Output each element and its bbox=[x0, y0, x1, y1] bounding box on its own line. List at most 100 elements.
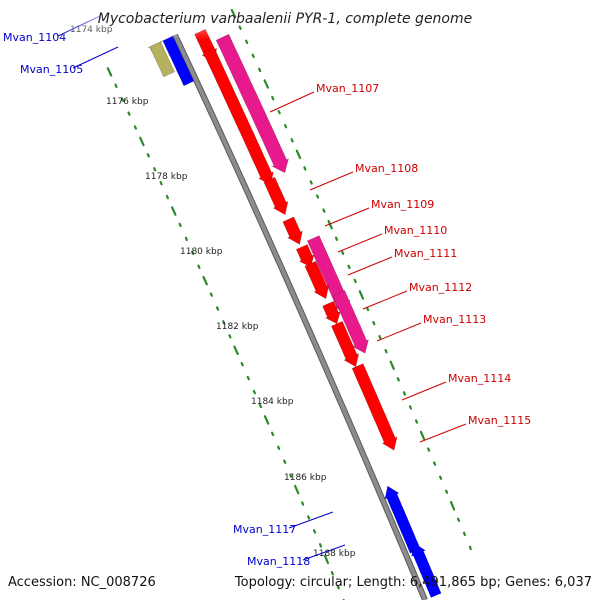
minor-tick bbox=[120, 97, 125, 102]
gene-label[interactable]: Mvan_1110 bbox=[384, 224, 447, 237]
major-tick bbox=[263, 79, 269, 89]
major-tick bbox=[294, 484, 300, 495]
major-tick bbox=[449, 501, 456, 511]
minor-tick bbox=[290, 138, 294, 143]
minor-tick bbox=[277, 445, 281, 450]
minor-tick bbox=[462, 531, 466, 537]
minor-tick bbox=[427, 447, 431, 452]
tick-label: 1178 kbp bbox=[145, 172, 188, 182]
leader-line bbox=[324, 207, 370, 227]
gene-label[interactable]: Mvan_1108 bbox=[355, 162, 418, 175]
gene-label[interactable]: Mvan_1107 bbox=[316, 82, 379, 95]
minor-tick bbox=[366, 306, 370, 312]
leader-line bbox=[302, 544, 346, 561]
gene-label[interactable]: Mvan_1104 bbox=[3, 31, 66, 44]
leader-line bbox=[288, 511, 334, 529]
minor-tick bbox=[313, 529, 317, 534]
major-tick bbox=[358, 290, 365, 300]
minor-tick bbox=[378, 335, 382, 340]
leader-line bbox=[401, 381, 447, 401]
major-tick bbox=[139, 136, 145, 147]
gene-label[interactable]: Mvan_1117 bbox=[233, 523, 296, 536]
minor-tick bbox=[251, 53, 255, 59]
minor-tick bbox=[216, 306, 220, 311]
gene-label[interactable]: Mvan_1113 bbox=[423, 313, 486, 326]
gene-label[interactable]: Mvan_1111 bbox=[394, 247, 457, 260]
major-tick bbox=[171, 206, 177, 216]
minor-tick bbox=[334, 236, 338, 241]
minor-tick bbox=[341, 250, 345, 255]
leader-line bbox=[362, 290, 408, 310]
leader-line bbox=[337, 233, 383, 253]
leader-line bbox=[419, 423, 467, 443]
minor-tick bbox=[191, 250, 195, 255]
gene-label[interactable]: Mvan_1118 bbox=[247, 555, 310, 568]
tick-label: 1186 kbp bbox=[284, 473, 327, 483]
gene-label[interactable]: Mvan_1109 bbox=[371, 198, 434, 211]
gene-mvan-1105-arrow bbox=[160, 34, 195, 87]
minor-tick bbox=[133, 125, 137, 130]
gene-mvan-1107-arrow bbox=[202, 46, 274, 186]
minor-tick bbox=[197, 264, 201, 269]
gene-label[interactable]: Mvan_1112 bbox=[409, 281, 472, 294]
gene-mvan-1113b-arrow bbox=[332, 290, 369, 354]
minor-tick bbox=[318, 543, 323, 548]
minor-tick bbox=[353, 278, 357, 284]
genome-summary-text: Topology: circular; Length: 6,491,865 bp… bbox=[234, 575, 592, 590]
major-tick bbox=[106, 67, 113, 77]
minor-tick bbox=[468, 545, 472, 551]
accession-text: Accession: NC_008726 bbox=[8, 575, 156, 590]
tick-label: 1180 kbp bbox=[180, 247, 223, 257]
top-fade-overlay bbox=[60, 0, 220, 40]
leader-line bbox=[309, 171, 354, 191]
minor-tick bbox=[402, 391, 406, 396]
minor-tick bbox=[322, 208, 326, 213]
minor-tick bbox=[284, 123, 288, 129]
leader-line bbox=[72, 46, 119, 69]
minor-tick bbox=[238, 25, 242, 30]
minor-tick bbox=[222, 320, 226, 325]
major-tick bbox=[295, 149, 302, 160]
minor-tick bbox=[246, 375, 250, 381]
leader-line bbox=[269, 91, 315, 113]
gene-label[interactable]: Mvan_1105 bbox=[20, 63, 83, 76]
gene-mvan-1109-arrow bbox=[282, 216, 303, 245]
minor-tick bbox=[271, 431, 275, 437]
minor-tick bbox=[178, 222, 182, 228]
leader-line bbox=[376, 322, 422, 342]
minor-tick bbox=[307, 515, 311, 520]
gene-mvan-1118-arrow bbox=[411, 542, 442, 598]
gene-tracks bbox=[147, 28, 442, 600]
map-title: Mycobacterium vanbaalenii PYR-1, complet… bbox=[98, 11, 473, 27]
minor-tick bbox=[153, 167, 157, 172]
tick-label: 1176 kbp bbox=[106, 97, 149, 107]
major-tick bbox=[202, 275, 208, 286]
minor-tick bbox=[408, 405, 412, 410]
gene-mvan-1110-arrow bbox=[295, 244, 315, 268]
minor-tick bbox=[165, 194, 169, 200]
minor-tick bbox=[228, 334, 232, 339]
major-tick bbox=[389, 360, 395, 370]
backbone bbox=[173, 34, 427, 600]
gene-mvan-1104b-arrow bbox=[147, 40, 176, 78]
tick-label: 1182 kbp bbox=[216, 322, 259, 332]
minor-tick bbox=[347, 264, 351, 270]
major-tick bbox=[263, 415, 270, 425]
gene-label[interactable]: Mvan_1114 bbox=[448, 372, 511, 385]
major-tick bbox=[327, 219, 333, 230]
gene-label[interactable]: Mvan_1115 bbox=[468, 414, 531, 427]
tick-marks bbox=[106, 8, 472, 600]
left-tick-row bbox=[106, 67, 345, 600]
minor-tick bbox=[277, 109, 281, 115]
gene-mvan-1114-arrow bbox=[331, 320, 360, 368]
minor-tick bbox=[258, 67, 262, 73]
minor-tick bbox=[301, 501, 305, 506]
minor-tick bbox=[289, 473, 293, 478]
minor-tick bbox=[303, 166, 307, 171]
minor-tick bbox=[146, 153, 150, 158]
minor-tick bbox=[445, 489, 449, 494]
minor-tick bbox=[271, 95, 275, 101]
gene-mvan-1115-arrow bbox=[351, 363, 398, 451]
